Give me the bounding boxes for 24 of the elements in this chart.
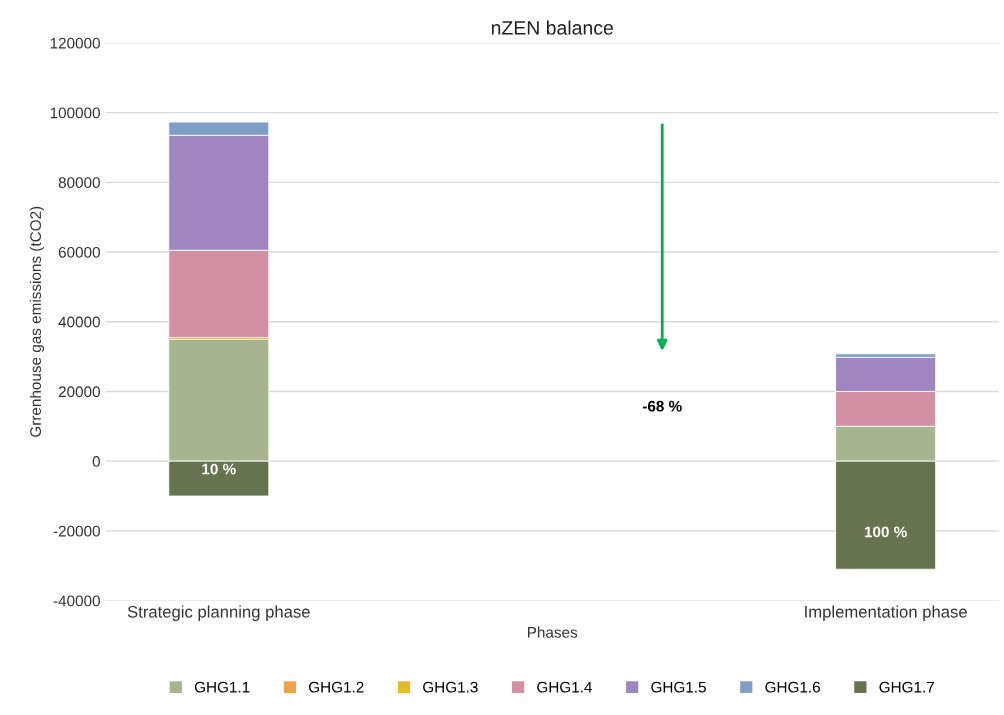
y-tick-label: 40000 bbox=[58, 316, 100, 328]
legend-label: GHG1.2 bbox=[308, 681, 364, 693]
y-tick-label: 0 bbox=[92, 456, 100, 467]
legend-label: GHG1.4 bbox=[537, 681, 592, 693]
y-tick-label: -20000 bbox=[53, 525, 100, 537]
y-tick-label: 20000 bbox=[58, 386, 100, 398]
y-tick-label: 120000 bbox=[50, 37, 100, 49]
legend-label: GHG1.5 bbox=[651, 681, 706, 693]
legend-label: GHG1.7 bbox=[879, 681, 934, 693]
y-tick-label: 100000 bbox=[50, 107, 100, 119]
annotation: 10 % bbox=[202, 463, 236, 475]
annotation: 100 % bbox=[864, 526, 907, 538]
x-tick-label: Strategic planning phase bbox=[127, 605, 310, 621]
legend-label: GHG1.3 bbox=[423, 681, 478, 693]
x-tick-label: Implementation phase bbox=[805, 605, 967, 621]
y-tick-label: 60000 bbox=[58, 246, 100, 258]
legend-label: GHG1.6 bbox=[765, 681, 820, 693]
chart-title: nZEN balance bbox=[491, 20, 613, 35]
y-tick-label: -40000 bbox=[53, 595, 100, 607]
y-axis-title: Grrenhouse gas emissions (tCO2) bbox=[29, 206, 45, 437]
y-tick-label: 80000 bbox=[58, 177, 100, 189]
legend-label: GHG1.1 bbox=[194, 681, 250, 693]
annotation: -68 % bbox=[642, 400, 682, 412]
x-axis-title: Phases bbox=[527, 626, 578, 638]
